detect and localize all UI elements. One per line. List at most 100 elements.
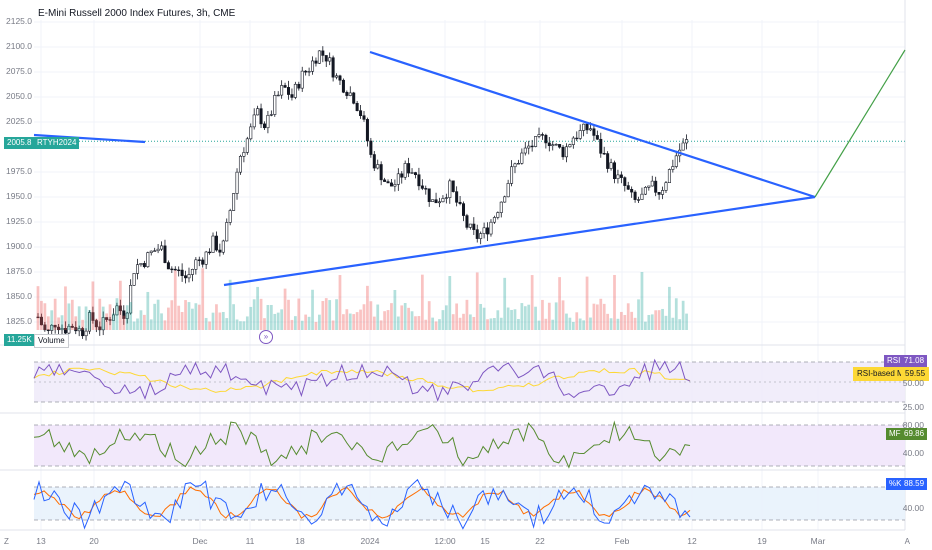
candle [98, 321, 102, 336]
price-tick-label: 1850.0 [6, 291, 32, 301]
candle [530, 139, 534, 152]
replay-icon[interactable]: » [259, 330, 273, 344]
volume-bar [678, 319, 682, 330]
candle [276, 91, 280, 97]
volume-bar [410, 311, 414, 330]
candle [180, 263, 184, 282]
candle [118, 299, 122, 315]
volume-bar [499, 317, 503, 330]
volume-bar [438, 319, 441, 330]
candle [280, 80, 284, 99]
candle [115, 302, 119, 316]
candle [108, 316, 112, 326]
volume-bar [664, 315, 668, 330]
volume-bar [685, 313, 688, 330]
volume-bar [94, 318, 98, 330]
volume-bar [606, 313, 610, 330]
volume-bar [156, 299, 160, 330]
volume-bar [496, 310, 500, 330]
candle [681, 138, 685, 151]
volume-bar [482, 307, 486, 330]
candle [335, 73, 339, 80]
mf-pane-band [34, 425, 905, 466]
volume-bar [139, 310, 143, 330]
candle [609, 158, 613, 171]
price-tick-label: 2025.0 [6, 116, 32, 126]
volume-bar [191, 308, 194, 330]
candle [486, 222, 490, 241]
candle [451, 180, 455, 193]
volume-bar [376, 304, 380, 330]
candle [94, 318, 98, 333]
candle [685, 134, 689, 150]
rsi-ma-value: 59.55 [901, 367, 930, 381]
symbol-tag: RTYH2024 [34, 137, 80, 149]
volume-bar [640, 272, 644, 330]
volume-bar [661, 308, 664, 330]
candle [81, 326, 85, 339]
candle [153, 247, 157, 252]
volume-bar [108, 304, 112, 330]
candle [74, 321, 78, 335]
volume-bar [256, 286, 259, 330]
volume-bar [602, 303, 606, 330]
volume-bar [338, 275, 342, 330]
candle [386, 179, 390, 184]
candle [667, 168, 671, 183]
candle [664, 180, 668, 194]
volume-bar [194, 303, 198, 330]
volume-bar [386, 310, 390, 330]
candle [400, 171, 404, 184]
volume-bar [242, 321, 246, 330]
candle [492, 215, 496, 224]
candle [650, 175, 654, 187]
auto-scale-button[interactable]: A [904, 537, 910, 546]
time-tick-label: 12:00 [434, 536, 456, 546]
candle [238, 154, 242, 175]
volume-bar [479, 303, 483, 330]
candle [465, 213, 469, 230]
volume-bar [211, 312, 215, 330]
rsi-level-50: 50.00 [902, 378, 924, 388]
volume-bar [400, 305, 404, 330]
candle [523, 141, 527, 156]
price-tick-label: 2050.0 [6, 91, 32, 101]
candle [540, 132, 544, 140]
candle [139, 262, 143, 267]
candle [359, 104, 363, 119]
volume-bar [215, 304, 218, 330]
candle [413, 171, 417, 179]
zoom-icon[interactable]: Z [4, 537, 9, 546]
volume-bar [520, 303, 524, 330]
volume-bar [345, 309, 349, 330]
volume-bar [390, 303, 393, 330]
candle [122, 305, 126, 325]
candle [365, 117, 369, 147]
volume-bar [366, 285, 369, 330]
candle [424, 185, 428, 195]
volume-bar [307, 316, 311, 330]
candle [643, 186, 647, 196]
volume-bar [448, 276, 452, 330]
volume-bar [132, 321, 136, 330]
candle [197, 256, 201, 267]
candle [489, 219, 493, 237]
candle [468, 223, 472, 230]
candle [249, 123, 253, 141]
volume-bar [218, 312, 222, 330]
volume-bar [671, 317, 675, 330]
candle [214, 231, 218, 252]
candle [87, 310, 91, 335]
candle [91, 306, 95, 324]
candle [479, 231, 483, 245]
mf-label: MF [886, 428, 904, 440]
candle [146, 251, 150, 268]
last-price-tag: 2005.8 [4, 137, 35, 149]
candle [510, 160, 514, 187]
volume-bar [300, 320, 304, 330]
candle [352, 91, 356, 105]
volume-bar [486, 319, 489, 330]
time-tick-label: 19 [757, 536, 767, 546]
candle [389, 179, 393, 187]
